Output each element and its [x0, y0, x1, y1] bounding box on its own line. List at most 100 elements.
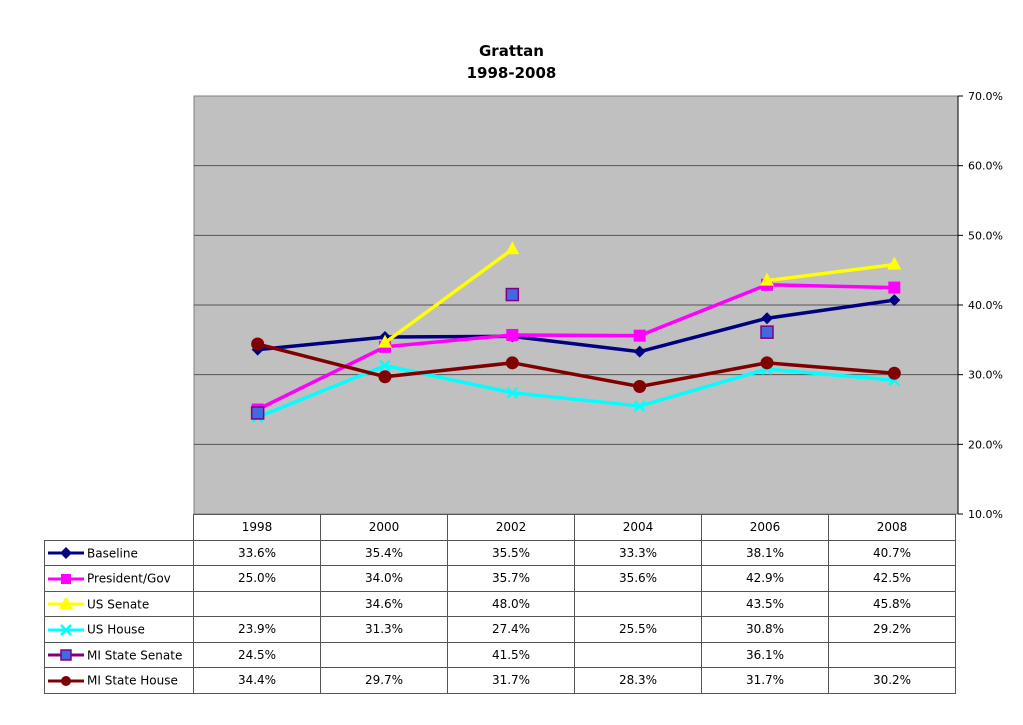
legend-label: MI State House [87, 673, 178, 688]
data-label: 29.2% [828, 616, 956, 643]
y-tick-label: 40.0% [968, 299, 1003, 312]
data-label [574, 641, 702, 668]
table-header-row: 1998 2000 2002 2004 2006 2008 [44, 514, 956, 541]
data-label: 29.7% [320, 667, 448, 694]
data-label: 31.7% [447, 667, 575, 694]
legend-marker [60, 649, 72, 661]
chart-title-block: Grattan 1998-2008 [0, 40, 1023, 84]
legend-marker-shape [61, 675, 71, 686]
legend-marker-shape [59, 598, 73, 609]
data-label [193, 590, 321, 617]
data-point [633, 345, 646, 358]
data-point [888, 281, 901, 294]
series-line [257, 363, 895, 419]
legend-marker [59, 598, 73, 609]
table-row: US House 23.9% 31.3% 27.4% 25.5% 30.8% 29.2% [44, 616, 956, 643]
table-row: US Senate 34.6% 48.0% 43.5% 45.8% [44, 590, 956, 617]
legend-entry: US House [44, 616, 194, 643]
legend-marker-shape [60, 649, 72, 661]
data-label: 25.0% [193, 565, 321, 592]
legend-marker [60, 547, 72, 559]
data-point [760, 356, 774, 370]
data-label: 35.5% [447, 539, 575, 566]
data-point [378, 370, 392, 384]
legend-marker [61, 573, 71, 584]
legend-entry: President/Gov [44, 565, 194, 592]
legend-key [48, 598, 84, 609]
x-tick-label: 2002 [447, 514, 575, 541]
data-label: 33.3% [574, 539, 702, 566]
data-label: 30.8% [701, 616, 829, 643]
series-line [257, 298, 895, 354]
table-row: Baseline 33.6% 35.4% 35.5% 33.3% 38.1% 40.7% [44, 539, 956, 566]
series-line [383, 247, 514, 345]
series-line [257, 342, 895, 389]
data-label: 27.4% [447, 616, 575, 643]
series-mi-state-senate [250, 287, 774, 420]
table-corner [44, 514, 194, 541]
series-mi-state-house [251, 337, 901, 394]
data-label: 36.1% [701, 641, 829, 668]
y-tick-label: 60.0% [968, 160, 1003, 173]
data-label: 28.3% [574, 667, 702, 694]
data-point [887, 256, 902, 270]
data-label: 24.5% [193, 641, 321, 668]
data-point [633, 329, 646, 342]
data-label: 31.7% [701, 667, 829, 694]
data-label: 45.8% [828, 590, 956, 617]
data-label: 30.2% [828, 667, 956, 694]
legend-key [48, 623, 84, 636]
y-tick-label: 20.0% [968, 438, 1003, 451]
legend-entry: MI State Senate [44, 641, 194, 668]
data-point [379, 359, 391, 372]
y-tick-label: 30.0% [968, 369, 1003, 382]
table-row: President/Gov 25.0% 34.0% 35.7% 35.6% 42.9% 42… [44, 565, 956, 592]
data-label [828, 641, 956, 668]
data-point [633, 380, 647, 394]
x-tick-label: 2008 [828, 514, 956, 541]
legend-marker-shape [61, 573, 71, 584]
data-table: 1998 2000 2002 2004 2006 2008 Baseline 33.6% 35.… [44, 514, 956, 694]
y-tick-label: 70.0% [968, 90, 1003, 103]
data-point [505, 356, 519, 370]
data-point [506, 386, 519, 399]
data-label [320, 641, 448, 668]
data-label [574, 590, 702, 617]
data-point [633, 400, 646, 412]
data-point [888, 294, 901, 307]
data-label: 35.4% [320, 539, 448, 566]
data-point [251, 337, 265, 351]
legend-label: MI State Senate [87, 648, 183, 662]
legend-marker [61, 675, 71, 686]
data-label: 31.3% [320, 616, 448, 643]
legend-marker-shape [60, 623, 72, 636]
legend-key [48, 675, 84, 686]
data-point [887, 366, 901, 380]
legend-key [48, 649, 84, 661]
data-point [378, 334, 392, 348]
series-line [256, 283, 895, 412]
x-tick-label: 2000 [320, 514, 448, 541]
series-us-senate [378, 241, 902, 348]
legend-label: US Senate [87, 597, 150, 611]
data-label: 34.4% [193, 667, 321, 694]
table-row: MI State Senate 24.5% 41.5% 36.1% [44, 641, 956, 668]
legend-entry: US Senate [44, 590, 194, 617]
data-label: 42.5% [828, 565, 956, 592]
x-tick-label: 2004 [574, 514, 702, 541]
data-point [760, 272, 774, 286]
data-label: 38.1% [701, 539, 829, 566]
legend-label: Baseline [87, 546, 138, 560]
data-label: 43.5% [701, 590, 829, 617]
chart-subtitle: 1998-2008 [466, 64, 557, 82]
legend-entry: MI State House [44, 667, 194, 694]
data-label: 25.5% [574, 616, 702, 643]
data-point [761, 312, 773, 325]
data-label: 23.9% [193, 616, 321, 643]
x-tick-label: 1998 [193, 514, 321, 541]
table-row: MI State House 34.4% 29.7% 31.7% 28.3% 31.7% 3… [44, 667, 956, 694]
data-label: 35.7% [447, 565, 575, 592]
legend-key [48, 547, 84, 559]
legend-key [48, 573, 84, 584]
